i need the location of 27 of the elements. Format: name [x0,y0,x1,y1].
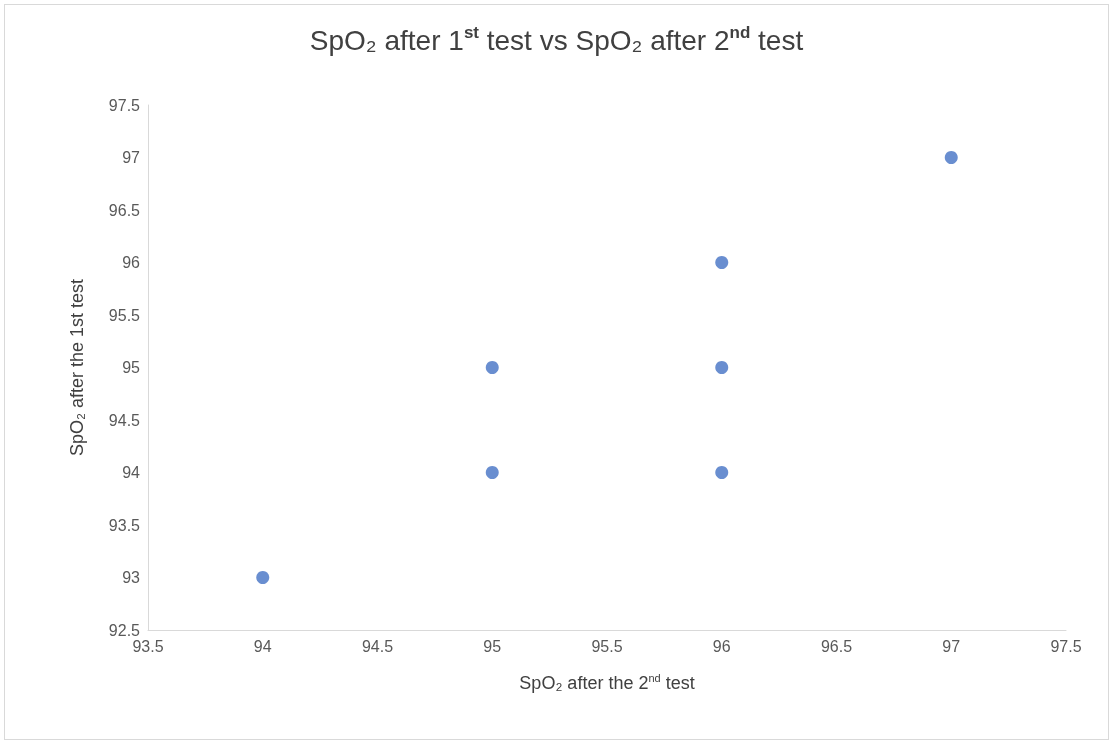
x-tick-label: 97.5 [1050,637,1082,655]
y-tick-label: 94.5 [108,411,141,429]
point [715,466,729,479]
y-tick-label: 94 [122,464,141,481]
y-tick-label: 95.5 [108,306,141,324]
point [715,256,729,269]
x-tick-label: 95.5 [591,637,623,655]
y-tick-label: 93 [122,569,141,586]
y-axis-title: SpO₂ after the 1st test [67,278,87,457]
x-tick-label: 95 [483,637,502,655]
point [715,361,729,374]
point [485,361,499,374]
point [256,571,270,584]
point [485,466,499,479]
x-tick-label: 97 [942,637,961,655]
x-tick-label: 96 [712,637,731,655]
x-tick-label: 94.5 [361,637,394,655]
y-tick-label: 95 [122,359,141,376]
y-tick-label: 97.5 [108,96,141,114]
x-tick-label: 96.5 [820,637,853,655]
y-tick-label: 97 [122,149,141,166]
y-tick-label: 92.5 [108,621,141,639]
y-tick-label: 96 [122,254,141,271]
y-tick-label: 96.5 [108,201,141,219]
x-tick-label: 94 [253,637,272,655]
point [944,151,958,164]
y-tick-label: 93.5 [108,516,141,534]
